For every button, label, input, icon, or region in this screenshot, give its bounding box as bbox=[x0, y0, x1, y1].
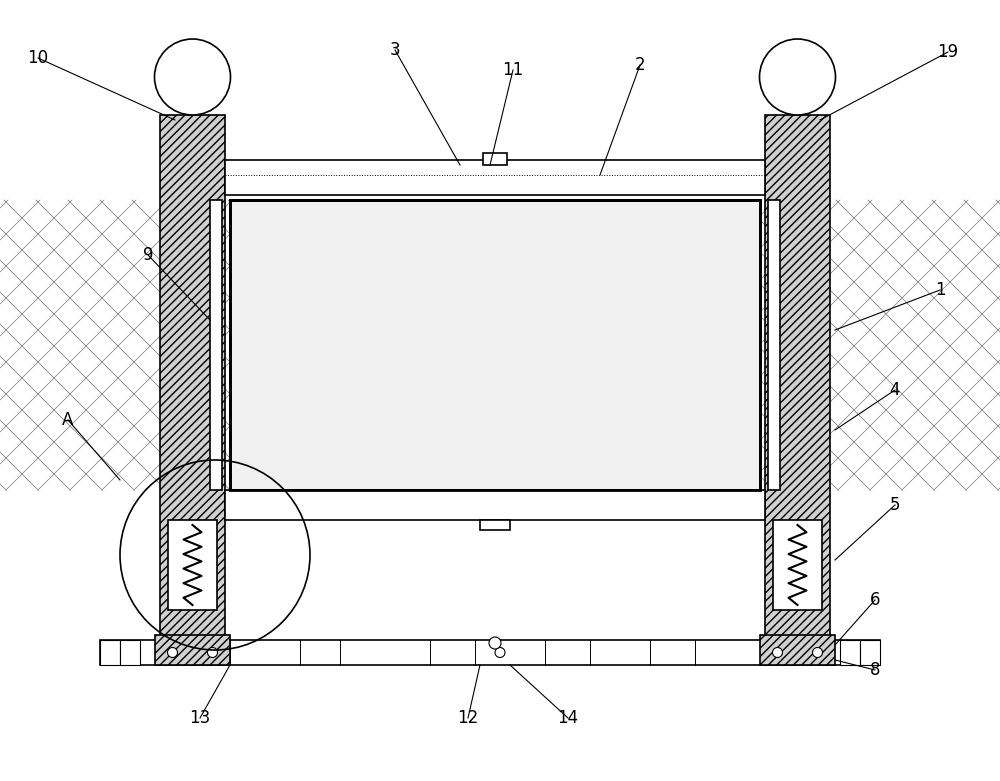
Text: 5: 5 bbox=[890, 496, 900, 514]
Text: 10: 10 bbox=[27, 49, 49, 67]
Bar bbox=[100, 640, 880, 665]
Text: 8: 8 bbox=[870, 661, 880, 679]
Bar bbox=[483, 153, 507, 165]
Bar bbox=[100, 640, 120, 665]
Bar bbox=[230, 200, 760, 490]
Bar bbox=[225, 490, 765, 520]
Text: 4: 4 bbox=[890, 381, 900, 399]
Bar bbox=[155, 635, 230, 665]
Bar bbox=[210, 200, 222, 490]
Circle shape bbox=[812, 647, 822, 658]
Bar bbox=[168, 520, 217, 610]
Bar bbox=[760, 635, 835, 665]
Text: 6: 6 bbox=[870, 591, 880, 609]
Bar bbox=[480, 520, 510, 530]
Text: 12: 12 bbox=[457, 709, 479, 727]
Text: 2: 2 bbox=[635, 56, 645, 74]
Text: A: A bbox=[62, 411, 74, 429]
Text: 19: 19 bbox=[937, 43, 959, 61]
Circle shape bbox=[489, 637, 501, 649]
Text: 13: 13 bbox=[189, 709, 211, 727]
Bar bbox=[773, 520, 822, 610]
Bar bbox=[160, 115, 225, 645]
Bar bbox=[230, 200, 760, 490]
Circle shape bbox=[154, 39, 230, 115]
Circle shape bbox=[760, 39, 836, 115]
Text: 9: 9 bbox=[143, 246, 153, 264]
Circle shape bbox=[168, 647, 178, 658]
Bar bbox=[840, 640, 860, 665]
Text: 14: 14 bbox=[557, 709, 579, 727]
Bar bbox=[225, 160, 765, 195]
Bar bbox=[768, 200, 780, 490]
Circle shape bbox=[208, 647, 218, 658]
Text: 11: 11 bbox=[502, 61, 524, 79]
Bar bbox=[860, 640, 880, 665]
Bar bbox=[120, 640, 140, 665]
Bar bbox=[765, 115, 830, 645]
Text: 1: 1 bbox=[935, 281, 945, 299]
Text: 3: 3 bbox=[390, 41, 400, 59]
Circle shape bbox=[495, 647, 505, 658]
Circle shape bbox=[772, 647, 782, 658]
